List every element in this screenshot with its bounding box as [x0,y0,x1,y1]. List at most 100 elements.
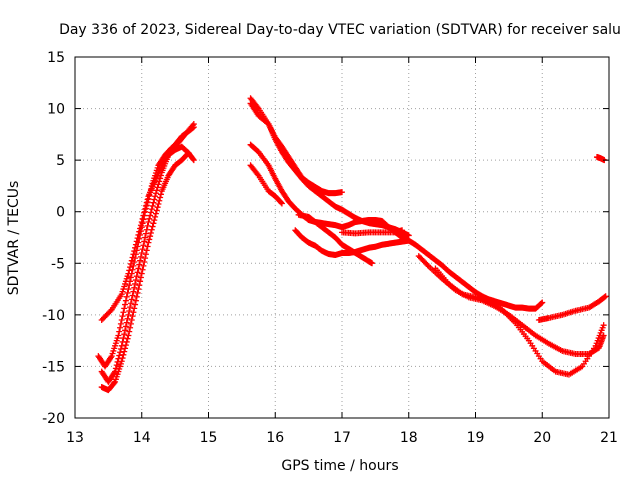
data-point-marker [147,186,154,193]
y-tick-label: 5 [56,153,65,169]
data-point-marker [131,258,138,265]
data-point-marker [369,260,376,267]
data-point-marker [122,301,129,308]
data-point-marker [122,323,129,330]
series-track-8 [247,162,285,207]
data-point-marker [538,300,545,307]
data-point-marker [185,149,192,156]
data-point-marker [128,270,135,277]
x-axis-label: GPS time / hours [281,458,398,474]
series-track-10 [295,211,376,267]
data-point-marker [147,209,154,216]
axis-ticks: 13 14 15 16 17 18 19 20 21 -20 -15 -10 -5 0 5 10 15 [42,50,618,446]
series-track-4 [98,149,192,394]
data-point-marker [143,202,150,209]
data-point-marker [137,274,144,281]
data-point-marker [123,338,130,345]
data-point-marker [120,351,127,358]
data-point-marker [602,293,609,300]
x-tick-label: 17 [333,430,351,446]
series-track-14 [535,293,609,324]
data-point-marker [131,284,138,291]
series-track-15 [593,154,608,164]
data-point-marker [154,184,161,191]
data-point-marker [128,317,135,324]
data-point-marker [118,358,125,365]
data-point-marker [122,345,129,352]
data-point-marker [138,249,145,256]
data-point-marker [148,226,155,233]
data-point-marker [128,296,135,303]
x-tick-label: 16 [266,430,284,446]
x-tick-label: 13 [66,430,84,446]
data-point-marker [107,307,114,314]
data-point-marker [184,150,191,157]
data-point-marker [153,187,160,194]
data-point-marker [145,195,152,202]
data-point-marker [130,288,137,295]
data-point-marker [152,210,159,217]
data-point-marker [150,199,157,206]
data-point-marker [151,217,158,224]
y-tick-label: -5 [51,256,65,272]
data-point-marker [125,286,132,293]
data-point-marker [148,206,155,213]
data-point-marker [129,292,136,299]
data-point-marker [150,220,157,227]
data-point-marker [146,192,153,199]
y-axis-label: SDTVAR / TECUs [6,181,22,296]
data-point-marker [127,274,134,281]
data-point-marker [144,243,151,250]
data-point-marker [137,253,144,260]
data-point-marker [149,223,156,230]
x-tick-label: 15 [200,430,218,446]
data-point-marker [127,304,134,311]
data-point-marker [142,205,149,212]
data-point-marker [141,258,148,265]
data-point-marker [147,229,154,236]
data-point-marker [254,104,261,111]
data-point-marker [145,219,152,226]
data-point-marker [127,320,134,327]
data-point-marker [405,232,412,239]
data-point-marker [132,301,139,308]
y-tick-label: -10 [42,308,65,324]
data-point-marker [142,255,149,262]
data-point-marker [140,242,147,249]
data-point-marker [118,317,125,324]
data-point-marker [137,257,144,264]
grid-lines [75,57,609,418]
data-point-marker [144,222,151,229]
data-point-marker [127,278,134,285]
data-point-marker [136,261,143,268]
data-point-marker [129,313,136,320]
series-track-11 [339,227,406,237]
data-point-marker [119,355,126,362]
data-point-marker [126,307,133,314]
data-point-marker [142,230,149,237]
data-point-marker [127,300,134,307]
data-point-marker [141,212,148,219]
data-point-marker [157,172,164,179]
data-point-marker [145,239,152,246]
data-point-marker [129,266,136,273]
data-point-marker [278,200,285,207]
data-point-marker [147,212,154,219]
data-point-marker [117,324,124,331]
data-point-marker [254,171,261,178]
data-point-marker [539,299,546,306]
data-point-marker [135,265,142,272]
data-point-marker [156,178,163,185]
data-point-marker [138,224,145,231]
data-point-marker [136,235,143,242]
data-point-marker [424,262,431,269]
data-point-marker [133,273,140,280]
data-point-marker [131,305,138,312]
data-point-marker [139,220,146,227]
data-point-marker [135,286,142,293]
data-point-marker [132,280,139,287]
data-point-marker [147,233,154,240]
data-point-marker [157,194,164,201]
x-tick-label: 21 [600,430,618,446]
series-track-6 [247,100,345,197]
